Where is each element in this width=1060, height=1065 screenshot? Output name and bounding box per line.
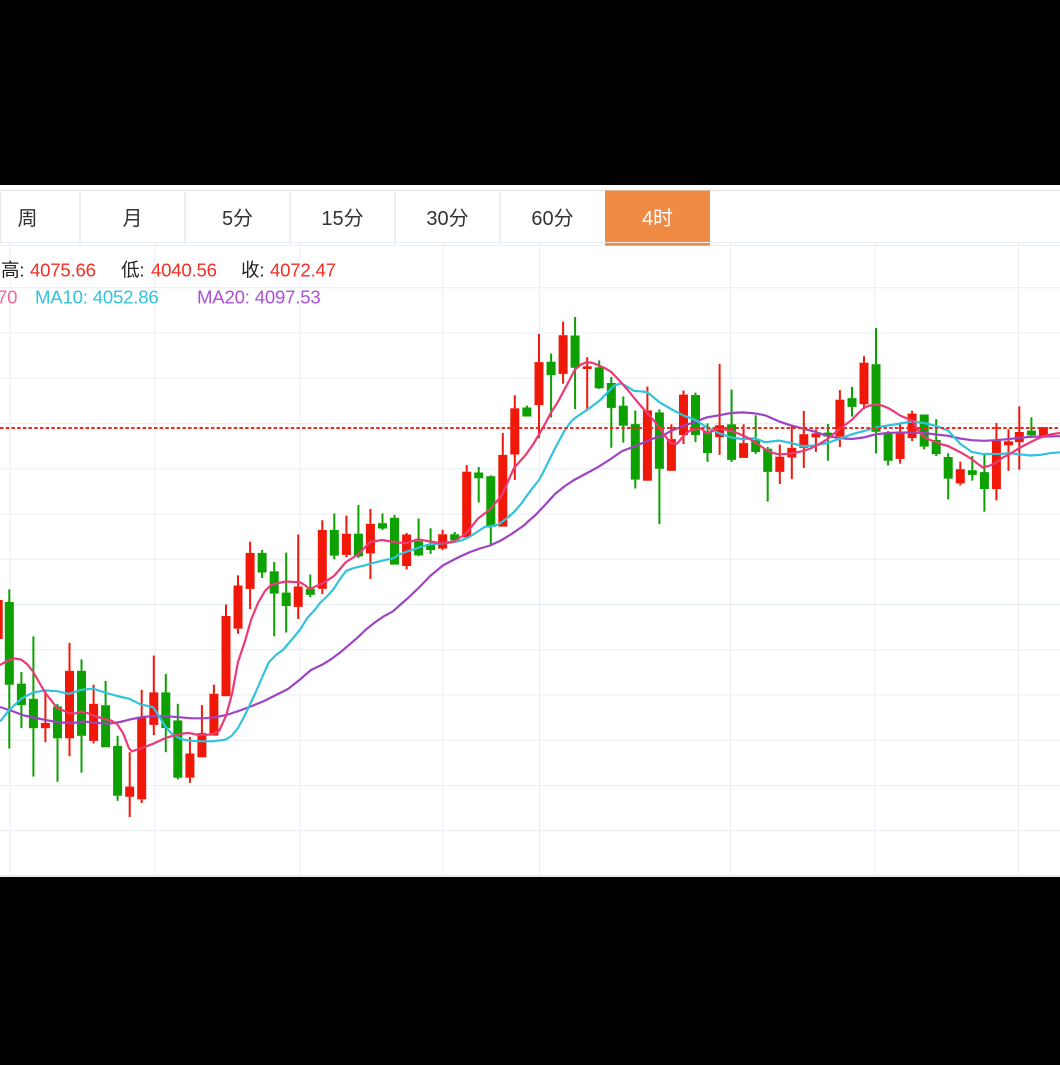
svg-text:15分: 15分 bbox=[321, 207, 363, 230]
svg-text:4040.56: 4040.56 bbox=[151, 260, 217, 281]
svg-text:5分: 5分 bbox=[222, 207, 253, 230]
svg-text:4072.47: 4072.47 bbox=[270, 260, 336, 281]
svg-text:高:: 高: bbox=[1, 260, 24, 281]
svg-text:30分: 30分 bbox=[426, 207, 468, 230]
svg-text:70: 70 bbox=[0, 287, 17, 308]
svg-text:月: 月 bbox=[123, 208, 143, 230]
svg-text:收:: 收: bbox=[241, 260, 264, 281]
svg-text:MA10: 4052.86: MA10: 4052.86 bbox=[35, 287, 159, 308]
svg-text:周: 周 bbox=[18, 208, 38, 230]
svg-text:60分: 60分 bbox=[531, 207, 573, 230]
svg-text:4075.66: 4075.66 bbox=[30, 260, 96, 281]
svg-text:4时: 4时 bbox=[642, 207, 673, 230]
svg-text:MA20: 4097.53: MA20: 4097.53 bbox=[197, 287, 321, 308]
svg-text:低:: 低: bbox=[121, 260, 144, 281]
